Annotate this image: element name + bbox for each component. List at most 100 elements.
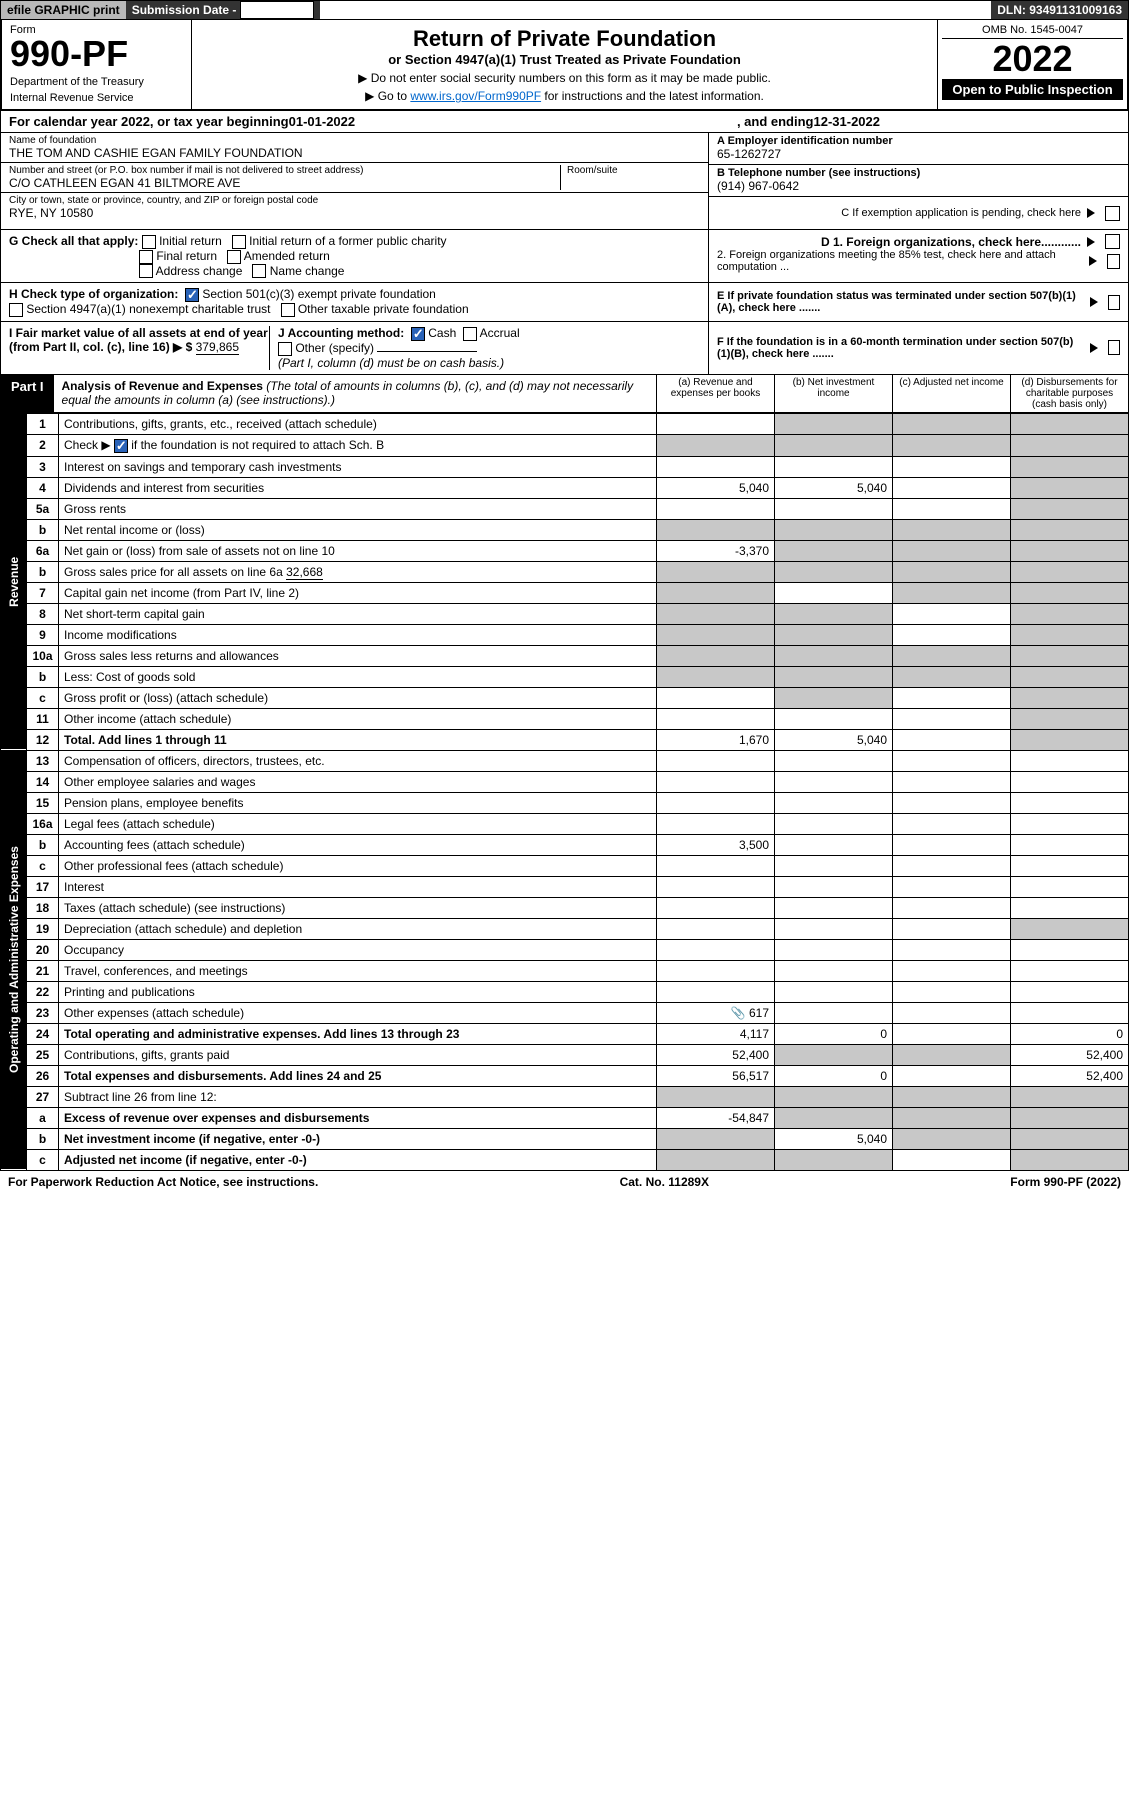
table-row: 10aGross sales less returns and allowanc… — [1, 645, 1129, 666]
checkbox-other-acct[interactable] — [278, 342, 292, 356]
checkbox-d1[interactable] — [1105, 234, 1120, 249]
foundation-name-row: Name of foundation THE TOM AND CASHIE EG… — [1, 133, 708, 163]
checkbox-c[interactable] — [1105, 206, 1120, 221]
r24-a: 4,117 — [657, 1023, 775, 1044]
form-note-1: ▶ Do not enter social security numbers o… — [202, 71, 927, 85]
table-row: 19Depreciation (attach schedule) and dep… — [1, 918, 1129, 939]
checkbox-initial-former[interactable] — [232, 235, 246, 249]
r12-b: 5,040 — [775, 729, 893, 750]
ein: 65-1262727 — [717, 147, 1120, 161]
footer-mid: Cat. No. 11289X — [620, 1175, 709, 1189]
col-a-header: (a) Revenue and expenses per books — [656, 375, 774, 412]
expenses-sidebar: Operating and Administrative Expenses — [1, 750, 27, 1170]
r25-a: 52,400 — [657, 1044, 775, 1065]
table-row: Revenue 1Contributions, gifts, grants, e… — [1, 413, 1129, 434]
table-row: 4Dividends and interest from securities5… — [1, 477, 1129, 498]
checkbox-address[interactable] — [139, 264, 153, 278]
revenue-sidebar: Revenue — [1, 413, 27, 750]
r26-b: 0 — [775, 1065, 893, 1086]
ein-row: A Employer identification number 65-1262… — [709, 133, 1128, 165]
checkbox-d2[interactable] — [1107, 254, 1120, 269]
checkbox-name[interactable] — [252, 264, 266, 278]
irs-link[interactable]: www.irs.gov/Form990PF — [410, 89, 541, 103]
year-end: 12-31-2022 — [814, 114, 881, 129]
table-row: bAccounting fees (attach schedule)3,500 — [1, 834, 1129, 855]
table-row: 2Check ▶ if the foundation is not requir… — [1, 434, 1129, 456]
table-row: bNet rental income or (loss) — [1, 519, 1129, 540]
phone-row: B Telephone number (see instructions) (9… — [709, 165, 1128, 197]
r26-d: 52,400 — [1011, 1065, 1129, 1086]
checkbox-4947[interactable] — [9, 303, 23, 317]
open-inspection: Open to Public Inspection — [942, 79, 1123, 100]
checkbox-cash[interactable] — [411, 327, 425, 341]
form-number: 990-PF — [10, 36, 183, 72]
table-row: 6aNet gain or (loss) from sale of assets… — [1, 540, 1129, 561]
form-subtitle: or Section 4947(a)(1) Trust Treated as P… — [202, 52, 927, 67]
table-row: 11Other income (attach schedule) — [1, 708, 1129, 729]
r26-a: 56,517 — [657, 1065, 775, 1086]
part1-table: Revenue 1Contributions, gifts, grants, e… — [0, 413, 1129, 1171]
header-mid: Return of Private Foundation or Section … — [192, 20, 937, 109]
table-row: 23Other expenses (attach schedule)📎 617 — [1, 1002, 1129, 1023]
table-row: 8Net short-term capital gain — [1, 603, 1129, 624]
entity-block: Name of foundation THE TOM AND CASHIE EG… — [0, 133, 1129, 230]
table-row: 26Total expenses and disbursements. Add … — [1, 1065, 1129, 1086]
part1-tag: Part I — [1, 375, 54, 412]
dept-treasury: Department of the Treasury — [10, 76, 183, 88]
checkbox-f[interactable] — [1108, 340, 1120, 355]
r27a-a: -54,847 — [657, 1107, 775, 1128]
header-left: Form 990-PF Department of the Treasury I… — [2, 20, 192, 109]
table-row: 20Occupancy — [1, 939, 1129, 960]
checkbox-final[interactable] — [139, 250, 153, 264]
checkbox-other-tax[interactable] — [281, 303, 295, 317]
col-d-header: (d) Disbursements for charitable purpose… — [1010, 375, 1128, 412]
table-row: 5aGross rents — [1, 498, 1129, 519]
checkbox-accrual[interactable] — [463, 327, 477, 341]
table-row: 18Taxes (attach schedule) (see instructi… — [1, 897, 1129, 918]
address-row: Number and street (or P.O. box number if… — [1, 163, 708, 193]
header-right: OMB No. 1545-0047 2022 Open to Public In… — [937, 20, 1127, 109]
arrow-icon — [1087, 208, 1095, 218]
table-row: bNet investment income (if negative, ent… — [1, 1128, 1129, 1149]
r24-d: 0 — [1011, 1023, 1129, 1044]
r6b-val: 32,668 — [286, 565, 323, 580]
omb-number: OMB No. 1545-0047 — [942, 24, 1123, 39]
r12-a: 1,670 — [657, 729, 775, 750]
r4-b: 5,040 — [775, 477, 893, 498]
calendar-year-row: For calendar year 2022, or tax year begi… — [0, 111, 1129, 133]
form-title: Return of Private Foundation — [202, 26, 927, 52]
g-label: G Check all that apply: — [9, 234, 138, 248]
submission-date: 2023-05-11 — [240, 1, 315, 19]
r27b-b: 5,040 — [775, 1128, 893, 1149]
table-row: cGross profit or (loss) (attach schedule… — [1, 687, 1129, 708]
arrow-icon — [1087, 237, 1095, 247]
section-gd: G Check all that apply: Initial return I… — [0, 230, 1129, 283]
arrow-icon — [1090, 343, 1098, 353]
form-header: Form 990-PF Department of the Treasury I… — [0, 20, 1129, 111]
submission-label: Submission Date - 2023-05-11 — [126, 1, 321, 19]
col-c-header: (c) Adjusted net income — [892, 375, 1010, 412]
r25-d: 52,400 — [1011, 1044, 1129, 1065]
footer-right: Form 990-PF (2022) — [1010, 1175, 1121, 1189]
footer: For Paperwork Reduction Act Notice, see … — [0, 1171, 1129, 1193]
checkbox-501c3[interactable] — [185, 288, 199, 302]
foundation-name: THE TOM AND CASHIE EGAN FAMILY FOUNDATIO… — [9, 146, 700, 160]
table-row: 24Total operating and administrative exp… — [1, 1023, 1129, 1044]
r24-b: 0 — [775, 1023, 893, 1044]
fmv-value: 379,865 — [196, 340, 239, 355]
efile-label: efile GRAPHIC print — [1, 1, 126, 19]
part1-desc: Analysis of Revenue and Expenses (The to… — [54, 375, 656, 412]
table-row: 15Pension plans, employee benefits — [1, 792, 1129, 813]
table-row: aExcess of revenue over expenses and dis… — [1, 1107, 1129, 1128]
checkbox-schb[interactable] — [114, 439, 128, 453]
r16b-a: 3,500 — [657, 834, 775, 855]
r4-a: 5,040 — [657, 477, 775, 498]
table-row: 3Interest on savings and temporary cash … — [1, 456, 1129, 477]
table-row: 25Contributions, gifts, grants paid52,40… — [1, 1044, 1129, 1065]
city-row: City or town, state or province, country… — [1, 193, 708, 222]
checkbox-initial[interactable] — [142, 235, 156, 249]
section-he: H Check type of organization: Section 50… — [0, 283, 1129, 322]
checkbox-e[interactable] — [1108, 295, 1120, 310]
checkbox-amended[interactable] — [227, 250, 241, 264]
footer-left: For Paperwork Reduction Act Notice, see … — [8, 1175, 318, 1189]
